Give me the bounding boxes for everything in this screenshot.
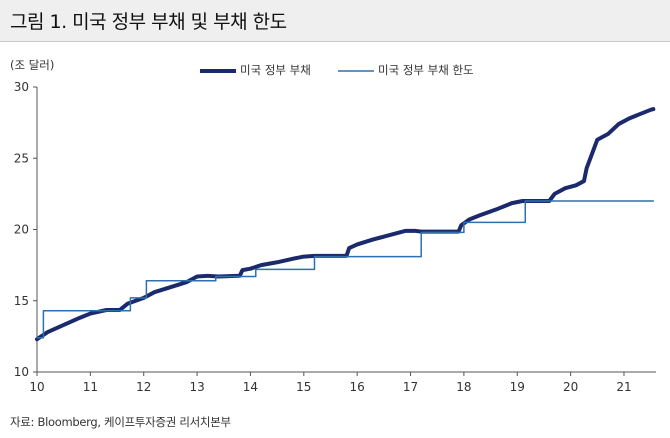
x-tick-label: 17 bbox=[403, 380, 418, 394]
y-tick-label: 10 bbox=[14, 365, 29, 379]
y-tick-label: 20 bbox=[14, 223, 29, 237]
chart-title: 그림 1. 미국 정부 부채 및 부채 한도 bbox=[10, 11, 287, 33]
y-tick-label: 25 bbox=[14, 151, 29, 165]
x-tick-label: 13 bbox=[189, 380, 204, 394]
legend-swatch-debt-limit bbox=[338, 70, 374, 72]
x-tick-label: 12 bbox=[136, 380, 151, 394]
x-tick-label: 14 bbox=[243, 380, 258, 394]
y-tick-label: 30 bbox=[14, 80, 29, 94]
legend-swatch-debt bbox=[200, 69, 236, 73]
legend-label-debt-limit: 미국 정부 부채 한도 bbox=[378, 63, 474, 77]
x-tick-label: 16 bbox=[350, 380, 365, 394]
title-bar: 그림 1. 미국 정부 부채 및 부채 한도 bbox=[0, 0, 670, 42]
x-tick-label: 11 bbox=[83, 380, 98, 394]
x-tick-label: 21 bbox=[616, 380, 631, 394]
series-debt-limit-line bbox=[36, 200, 655, 339]
x-tick-label: 18 bbox=[456, 380, 471, 394]
y-tick-label: 15 bbox=[14, 294, 29, 308]
y-axis-unit-label: (조 달러) bbox=[10, 58, 55, 72]
x-tick-label: 20 bbox=[563, 380, 578, 394]
source-note: 자료: Bloomberg, 케이프투자증권 리서치본부 bbox=[10, 415, 231, 429]
x-tick-label: 10 bbox=[29, 380, 44, 394]
x-tick-label: 15 bbox=[296, 380, 311, 394]
series-debt-line bbox=[35, 107, 656, 342]
x-tick-label: 19 bbox=[510, 380, 525, 394]
legend-label-debt: 미국 정부 부채 bbox=[240, 63, 311, 77]
